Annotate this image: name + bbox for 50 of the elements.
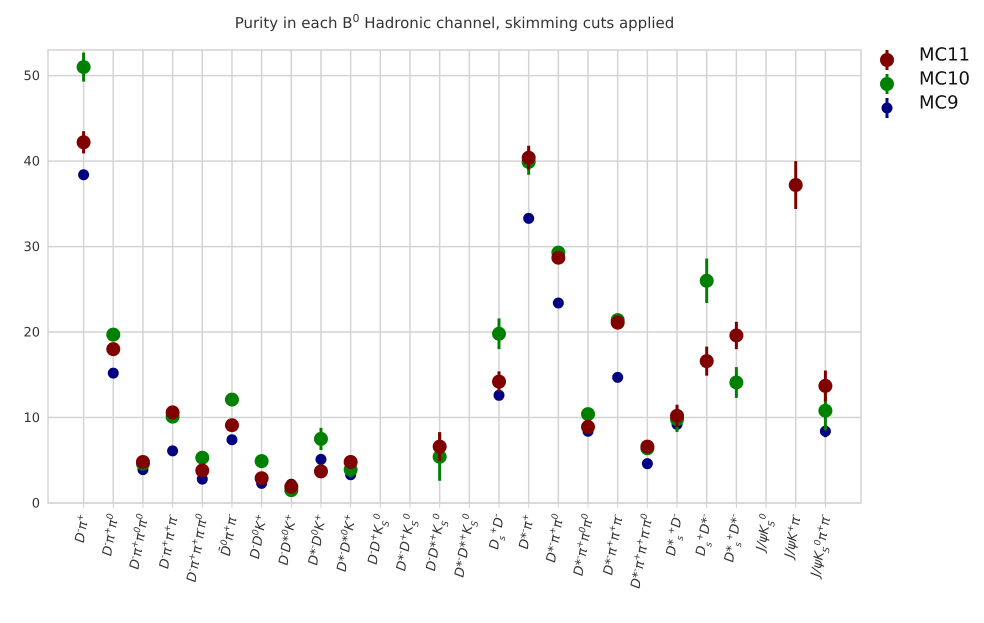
- y-tick-label: 0: [32, 496, 40, 512]
- point: [76, 60, 91, 74]
- point: [494, 390, 505, 401]
- point: [551, 250, 566, 265]
- y-tick-label: 30: [23, 240, 40, 256]
- y-tick-label: 20: [23, 326, 40, 341]
- point: [224, 418, 239, 432]
- point: [195, 464, 210, 478]
- point: [700, 274, 714, 288]
- point: [315, 454, 326, 465]
- point: [76, 135, 91, 150]
- point: [314, 464, 328, 478]
- legend-label: MC9: [919, 92, 959, 114]
- point: [610, 316, 625, 330]
- point: [729, 328, 744, 342]
- point: [106, 328, 120, 342]
- point: [226, 434, 238, 446]
- point: [314, 432, 328, 446]
- point: [78, 169, 90, 180]
- point: [642, 458, 653, 470]
- point: [492, 326, 506, 341]
- point: [818, 378, 832, 393]
- point: [729, 376, 744, 390]
- point: [166, 405, 180, 420]
- chart-title: Purity in each B$^{0}$ Hadronic channel, skimming cuts applied: [234, 12, 674, 32]
- point: [195, 450, 210, 465]
- point: [254, 454, 269, 468]
- point: [432, 440, 447, 454]
- point: [344, 454, 358, 469]
- point: [108, 368, 119, 379]
- point: [700, 354, 714, 368]
- point: [670, 408, 684, 423]
- point: [106, 342, 120, 356]
- point: [818, 404, 832, 418]
- point: [581, 407, 596, 422]
- legend-label: MC11: [919, 44, 970, 66]
- point: [522, 150, 536, 165]
- y-tick-label: 40: [23, 154, 40, 170]
- point: [167, 445, 178, 456]
- point: [224, 392, 239, 407]
- y-tick-label: 10: [23, 411, 40, 426]
- y-tick-label: 50: [23, 69, 40, 84]
- point: [254, 471, 269, 486]
- point: [523, 212, 534, 224]
- point: [612, 372, 624, 383]
- point: [581, 420, 596, 434]
- legend-label: MC10: [919, 68, 970, 90]
- point: [492, 374, 506, 389]
- point: [552, 298, 564, 308]
- point: [788, 178, 803, 192]
